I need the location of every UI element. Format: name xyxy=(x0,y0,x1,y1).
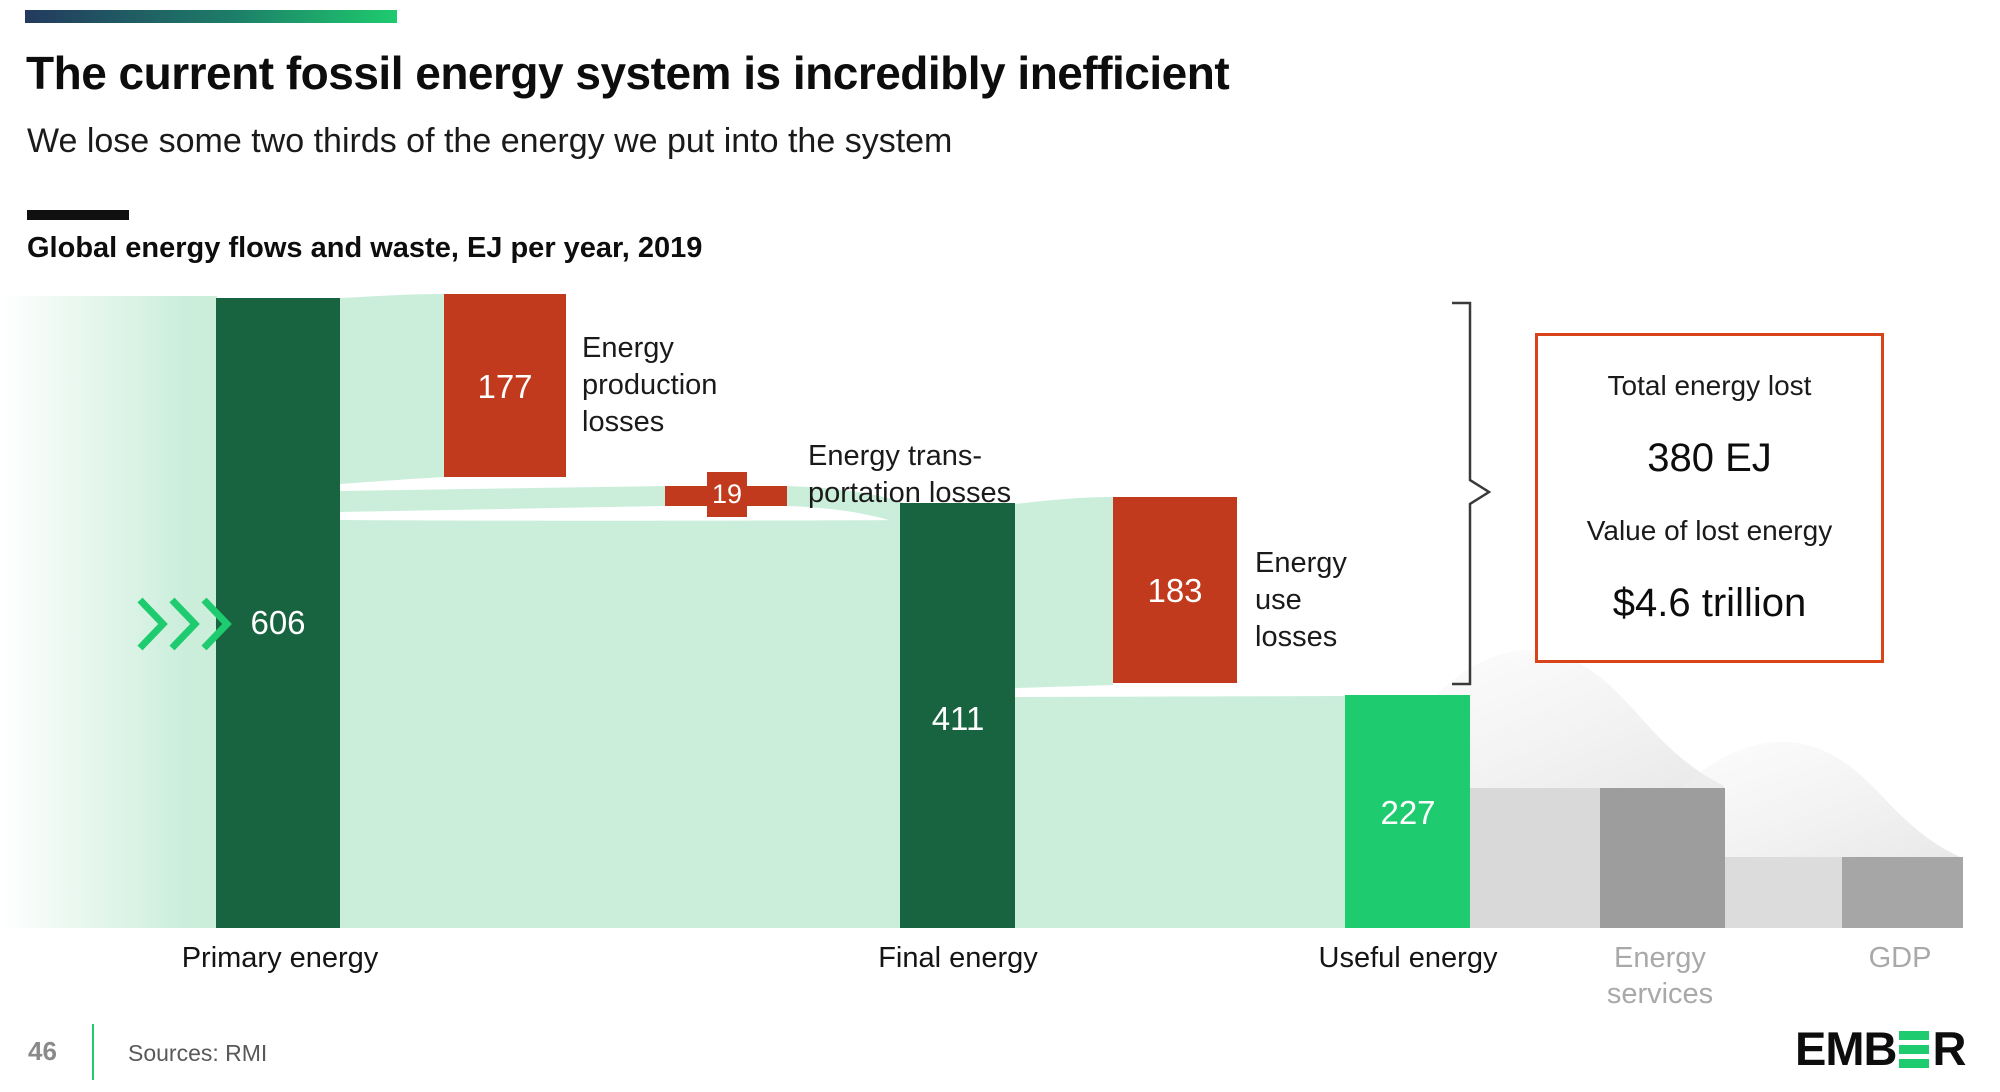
top-accent-gradient-bar xyxy=(25,10,397,23)
useful-energy-value: 227 xyxy=(1380,794,1436,831)
use-losses-value: 183 xyxy=(1147,572,1203,609)
transport-losses-label-line2: portation losses xyxy=(808,477,1012,509)
axis-label-energy-services-line2: services xyxy=(1606,978,1714,1010)
transport-losses-label-line1: Energy trans- xyxy=(808,440,983,472)
final-energy-value: 411 xyxy=(931,700,985,737)
ember-logo-green-e-bar xyxy=(1899,1058,1930,1068)
use-losses-label-line3: losses xyxy=(1255,621,1338,653)
transport-losses-node xyxy=(707,472,747,517)
value-of-lost-energy-label: Value of lost energy xyxy=(1586,515,1833,546)
flow-final-to-useful xyxy=(1015,696,1345,928)
title-dash xyxy=(27,210,129,220)
flow-primary-to-production-losses xyxy=(340,294,444,484)
use-losses-label: Energy use losses xyxy=(1255,545,1347,656)
axis-label-energy-services-line1: Energy xyxy=(1614,942,1706,974)
transport-losses-label: Energy trans- portation losses xyxy=(808,438,1011,512)
source-text: Sources: RMI xyxy=(128,1040,268,1066)
final-energy-bar xyxy=(900,503,1015,928)
production-losses-value: 177 xyxy=(477,368,533,405)
production-losses-bar xyxy=(444,294,566,477)
ember-logo-green-e-bar xyxy=(1899,1030,1930,1040)
ember-logo-green-e-bar xyxy=(1899,1044,1930,1054)
primary-energy-bar xyxy=(216,298,340,928)
total-energy-lost-label: Total energy lost xyxy=(1607,370,1812,401)
total-energy-lost-value: 380 EJ xyxy=(1647,436,1772,480)
gdp-bar xyxy=(1842,857,1963,928)
axis-label-useful-energy: Useful energy xyxy=(1318,942,1498,974)
axis-label-primary-energy: Primary energy xyxy=(181,942,379,974)
chart-title: Global energy flows and waste, EJ per ye… xyxy=(27,232,703,264)
transport-losses-value: 19 xyxy=(711,479,743,509)
flow-primary-to-final xyxy=(340,520,910,928)
axis-label-final-energy: Final energy xyxy=(878,942,1038,974)
services-bar xyxy=(1600,788,1725,928)
losses-brace xyxy=(1452,301,1492,686)
production-losses-label: Energy production losses xyxy=(582,330,717,441)
production-losses-label-line3: losses xyxy=(582,406,665,438)
useful-energy-bar xyxy=(1345,695,1470,928)
value-of-lost-energy-value: $4.6 trillion xyxy=(1612,581,1807,625)
footer-divider xyxy=(92,1024,94,1080)
use-losses-bar xyxy=(1113,497,1237,683)
ember-logo: EMB R xyxy=(1795,1022,1966,1075)
gdp-input-bar xyxy=(1725,857,1842,928)
ember-logo-green-e-icon xyxy=(1899,1030,1930,1068)
flow-primary-to-transport-losses xyxy=(340,486,665,512)
page-number: 46 xyxy=(28,1036,57,1066)
page-title: The current fossil energy system is incr… xyxy=(26,47,1230,99)
production-losses-label-line1: Energy xyxy=(582,332,674,364)
total-lost-summary-box: Total energy lost 380 EJ Value of lost e… xyxy=(1535,333,1884,663)
ember-logo-text-right: R xyxy=(1932,1022,1966,1075)
page-subtitle: We lose some two thirds of the energy we… xyxy=(27,122,953,160)
use-losses-label-line1: Energy xyxy=(1255,547,1347,579)
use-losses-label-line2: use xyxy=(1255,584,1302,616)
services-input-bar xyxy=(1470,788,1600,928)
chevrons-icon xyxy=(137,597,232,651)
flow-transport-to-final xyxy=(787,486,910,527)
flow-final-to-use-losses xyxy=(1015,497,1113,688)
ember-logo-text-left: EMB xyxy=(1795,1022,1897,1075)
axis-label-energy-services: Energy services xyxy=(1535,940,1785,1012)
primary-energy-value: 606 xyxy=(250,604,306,641)
axis-label-gdp: GDP xyxy=(1868,942,1932,974)
production-losses-label-line2: production xyxy=(582,369,718,401)
